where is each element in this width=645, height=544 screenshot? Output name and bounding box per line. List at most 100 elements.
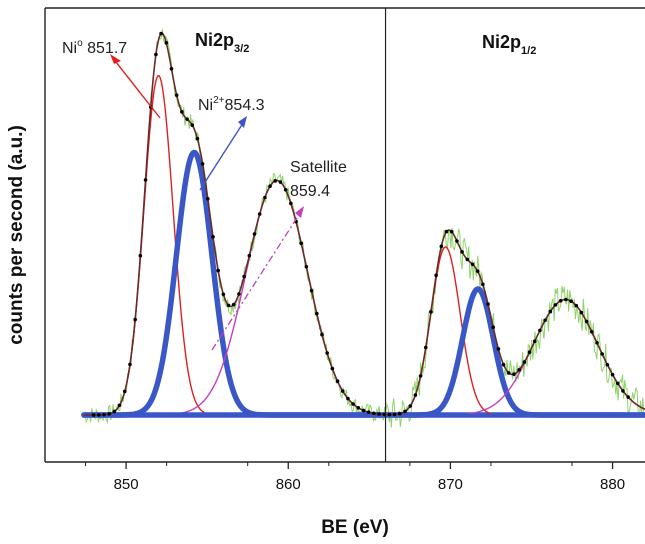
data-point [138,253,143,258]
region-label-ni2p12: Ni2p1/2 [482,32,536,57]
data-point [449,229,454,234]
annotation-arrow-ni0 [111,56,161,119]
data-point [361,408,366,413]
data-point [522,360,527,364]
peak-annotations: Nio 851.7 Ni2+854.3 Satellite 859.4 [62,38,347,351]
curve-layer [81,29,645,428]
data-point [231,302,236,307]
data-point [325,351,329,355]
data-point [128,362,132,367]
fit-envelope [83,32,645,416]
data-point [185,117,189,121]
data-point [532,339,537,344]
data-point [200,162,205,166]
data-point [403,409,407,414]
data-point [346,396,350,401]
data-point [543,318,547,323]
data-point [615,381,620,386]
data-point [211,235,215,239]
data-point [600,352,604,356]
data-point [434,273,438,278]
data-point [444,229,449,234]
data-point [247,253,252,258]
data-point [107,412,112,416]
data-point [366,410,371,415]
arrowhead-ni0 [110,54,121,64]
data-point [117,403,122,408]
annotation-arrow-ni2 [199,119,246,191]
data-point [97,413,101,417]
data-point [569,299,573,303]
region-label-ni2p32: Ni2p3/2 [195,30,249,55]
data-point [283,187,288,192]
data-point [314,311,319,316]
data-point [579,310,584,315]
data-point [439,244,444,249]
annotation-ni2: Ni2+854.3 [198,95,265,114]
data-point [289,201,293,206]
annotation-satellite-title: Satellite [290,159,347,176]
raw-data-series [83,29,645,428]
data-point [605,362,610,367]
data-point [242,274,246,279]
data-point [164,41,169,45]
data-point [263,195,267,200]
x-tick-label-860: 860 [276,476,301,493]
data-point [481,282,485,287]
annotation-ni0: Nio 851.7 [62,38,127,57]
data-point [527,350,532,354]
data-point [195,136,200,141]
data-point [501,362,506,367]
peak-ni2plus-854.2 [81,149,645,418]
data-point [455,239,459,243]
x-axis-label: BE (eV) [321,517,389,538]
data-point [491,325,496,330]
annotation-arrow-sat [211,209,303,351]
data-point [174,93,179,97]
data-point [595,341,599,345]
data-point [268,184,272,188]
data-point [377,412,381,416]
data-point [237,292,241,296]
data-point [226,303,231,308]
data-point [252,232,257,236]
data-point [122,389,127,394]
data-point [460,250,464,254]
data-point [558,298,563,303]
data-point [470,262,475,267]
data-point [133,317,137,322]
data-point [340,389,345,393]
data-point [574,303,579,308]
arrowhead-ni2 [238,116,247,128]
data-point [143,178,148,182]
x-ticks: 850 860 870 880 [85,462,625,493]
data-point [429,310,433,314]
data-point [190,123,195,127]
data-point [169,67,174,71]
data-point [154,52,158,57]
data-point [91,413,96,417]
data-point [517,368,521,372]
arrowhead-sat [295,206,304,218]
data-point [180,110,184,114]
axes-layer [44,7,645,463]
data-point [538,328,542,333]
y-axis-label: counts per second (a.u.) [6,125,27,345]
data-point [590,330,594,334]
data-point [408,404,412,408]
data-point [278,180,283,184]
data-point [610,372,615,377]
data-point [159,31,163,36]
data-point [372,411,376,416]
data-point [387,412,392,417]
data-point [512,372,516,376]
data-point [506,371,511,375]
data-point [423,345,428,350]
data-point [102,412,106,417]
peak-ni0-852 [83,75,645,416]
data-point [216,268,220,273]
data-point [335,379,340,384]
data-point [356,406,361,410]
data-point [626,395,630,399]
annotation-satellite-value: 859.4 [290,183,330,200]
